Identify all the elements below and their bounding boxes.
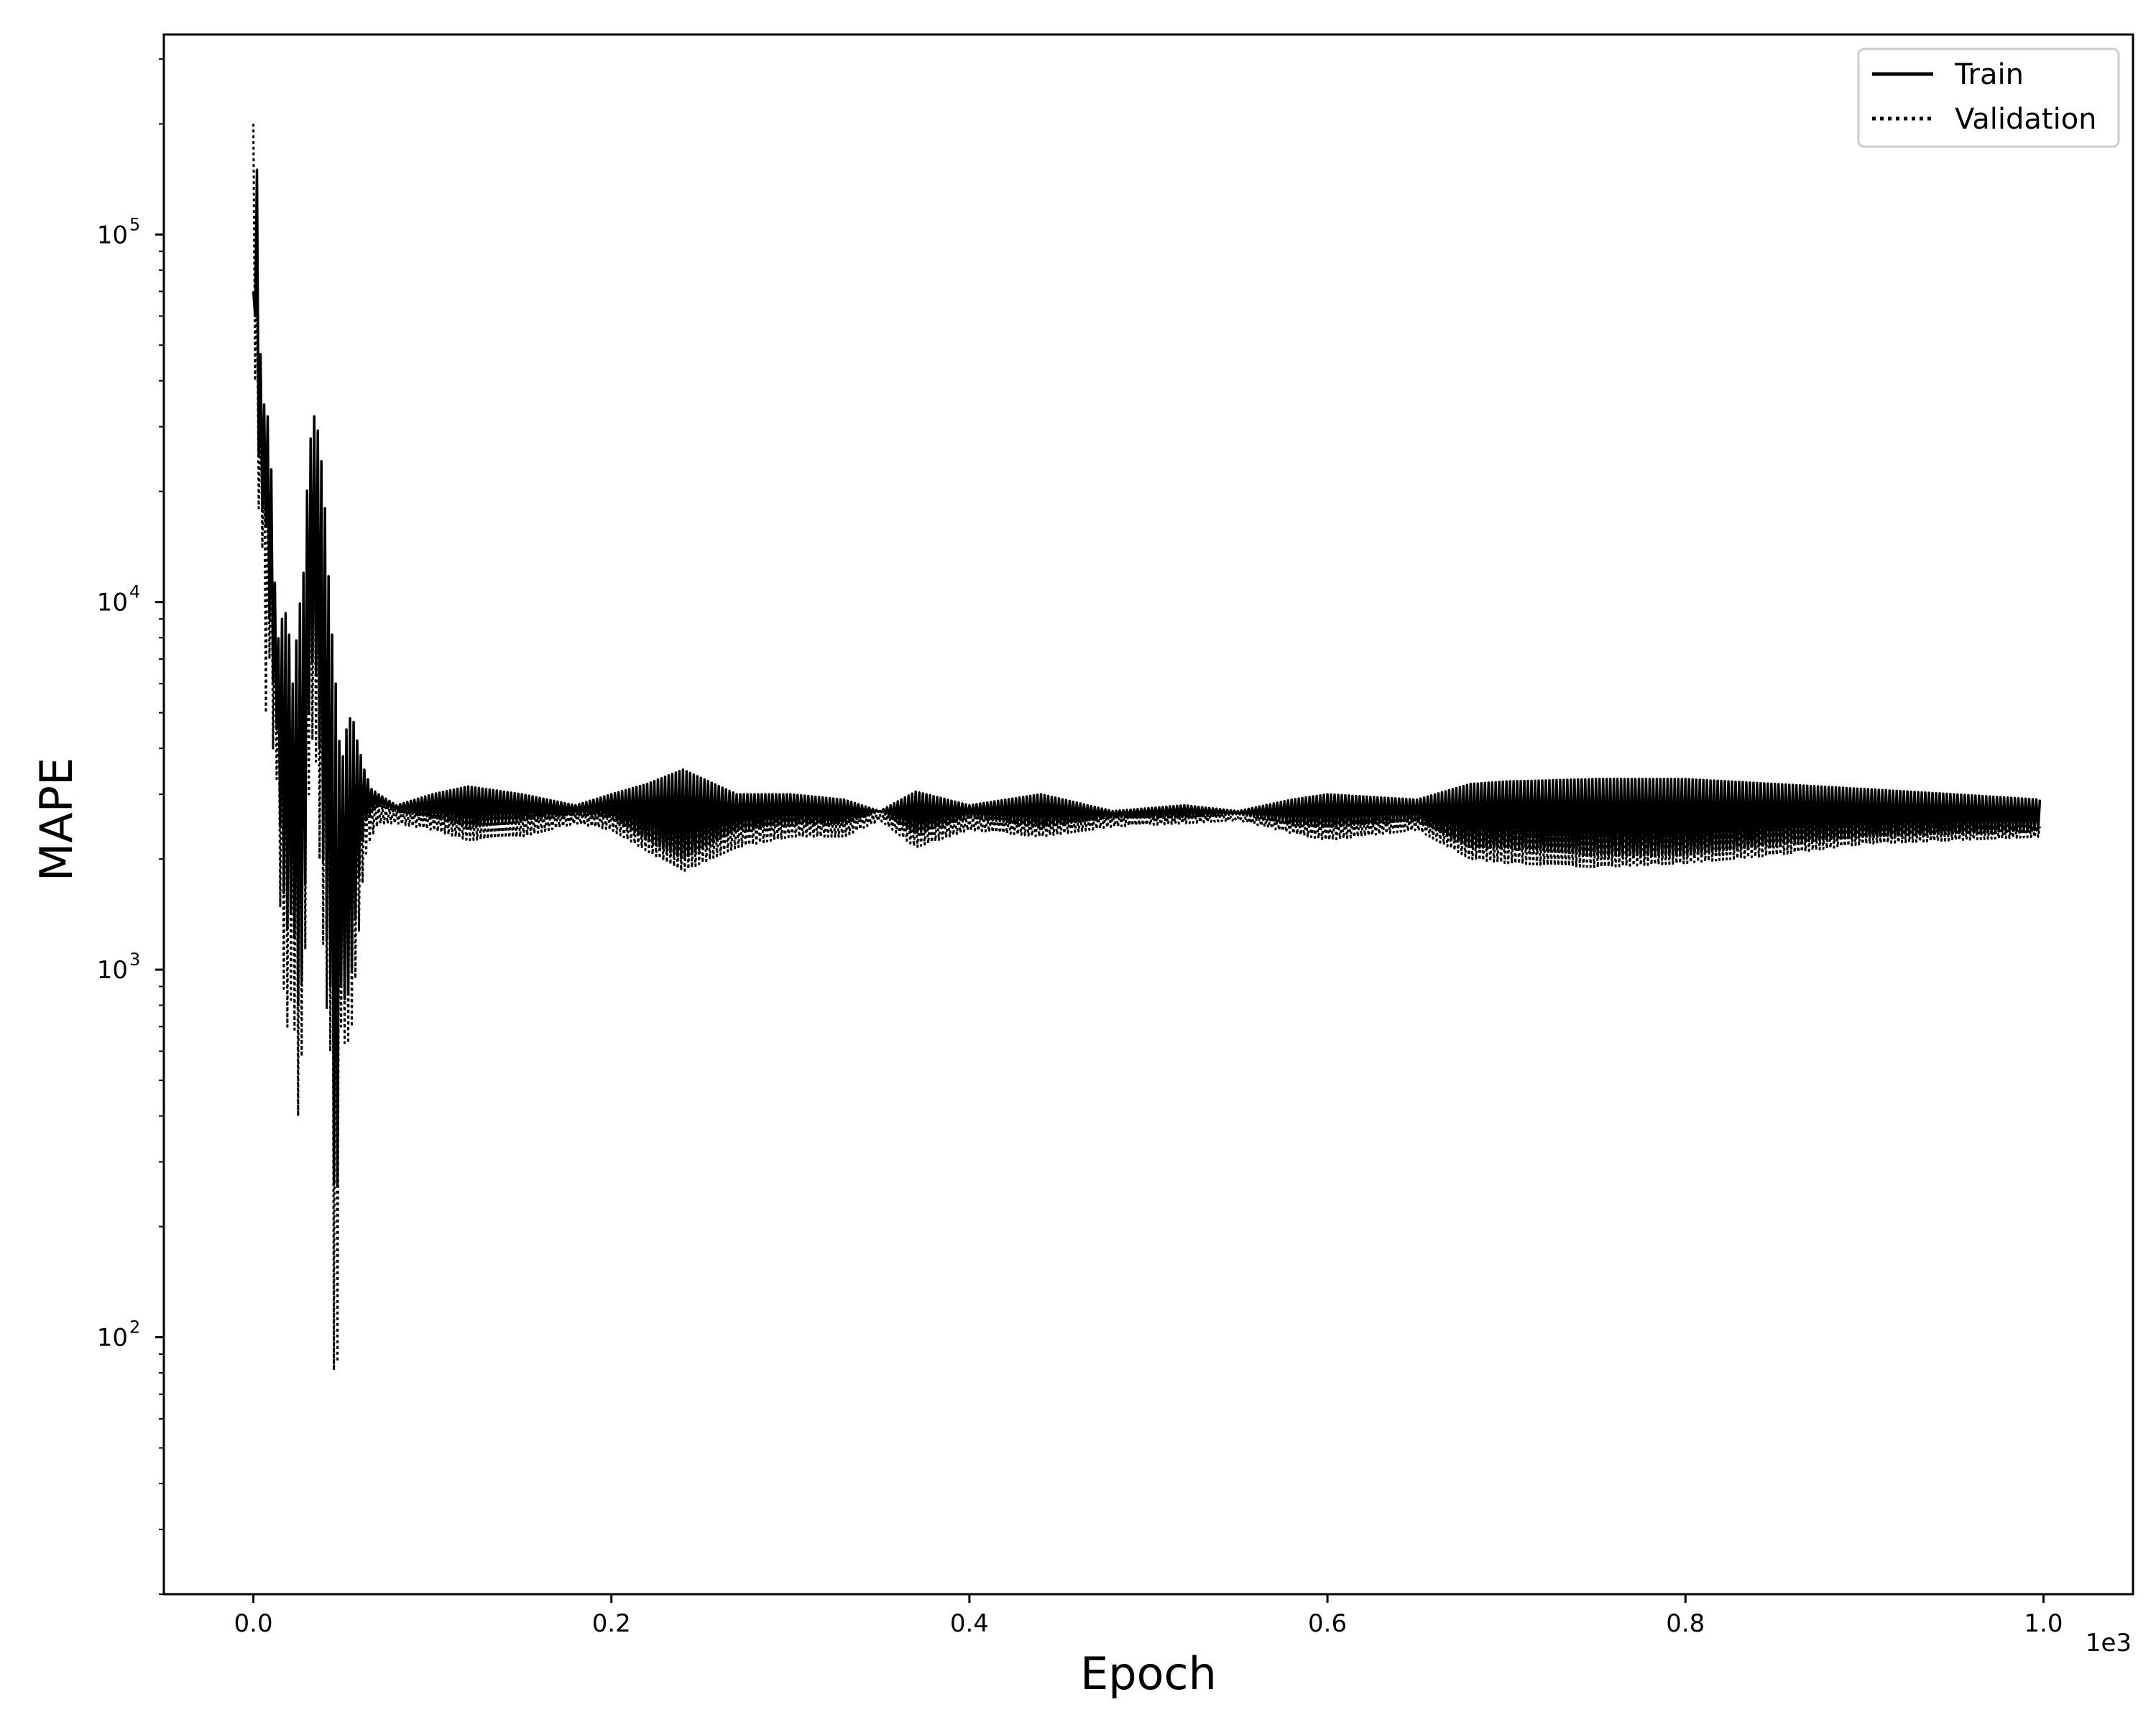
x-tick-label: 0.0 (234, 1609, 273, 1638)
axes-frame (162, 33, 2134, 1596)
x-tick-label: 0.4 (950, 1609, 989, 1638)
train-line (252, 168, 2042, 1186)
y-tick-exponent: 3 (129, 949, 140, 970)
y-tick-label: 10 (97, 589, 128, 617)
series-layer (252, 124, 2042, 1371)
y-axis-title: MAPE (30, 758, 83, 881)
x-axis: 0.0 0.2 0.4 0.6 0.8 1.0 (234, 1594, 2063, 1638)
y-tick-exponent: 2 (129, 1317, 140, 1338)
x-tick-label: 0.8 (1666, 1609, 1705, 1638)
y-tick-exponent: 5 (129, 214, 140, 234)
y-tick-label: 10 (97, 1324, 128, 1353)
x-axis-title: Epoch (1080, 1647, 1217, 1700)
x-tick-label: 0.6 (1308, 1609, 1347, 1638)
x-axis-offset-label: 1e3 (2086, 1629, 2132, 1657)
legend-validation-label: Validation (1955, 103, 2097, 136)
y-tick-label: 10 (97, 221, 128, 249)
plot-area (252, 124, 2042, 1371)
x-tick-label: 0.2 (592, 1609, 631, 1638)
y-tick-label: 10 (97, 956, 128, 985)
y-tick-exponent: 4 (129, 582, 140, 602)
x-tick-label: 1.0 (2024, 1609, 2063, 1638)
legend-train-label: Train (1954, 58, 2024, 91)
legend: Train Validation (1857, 47, 2120, 148)
